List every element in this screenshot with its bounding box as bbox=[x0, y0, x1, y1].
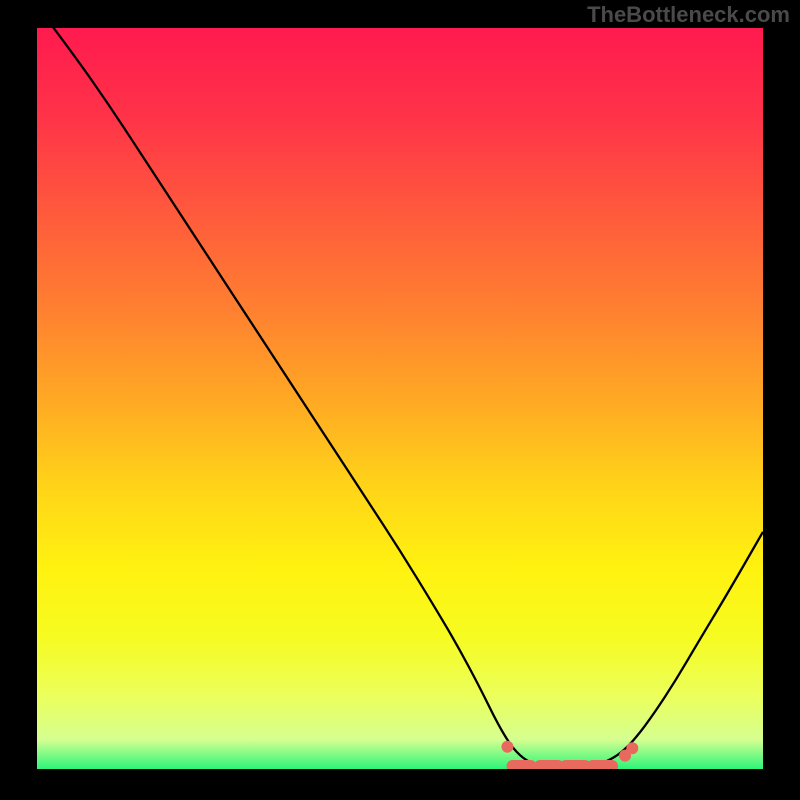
watermark-text: TheBottleneck.com bbox=[587, 2, 790, 28]
bottleneck-chart bbox=[0, 0, 800, 800]
marker-dot bbox=[501, 741, 513, 753]
chart-container: TheBottleneck.com bbox=[0, 0, 800, 800]
gradient-background bbox=[37, 28, 763, 769]
marker-dot bbox=[626, 742, 638, 754]
plot-area bbox=[37, 6, 763, 769]
